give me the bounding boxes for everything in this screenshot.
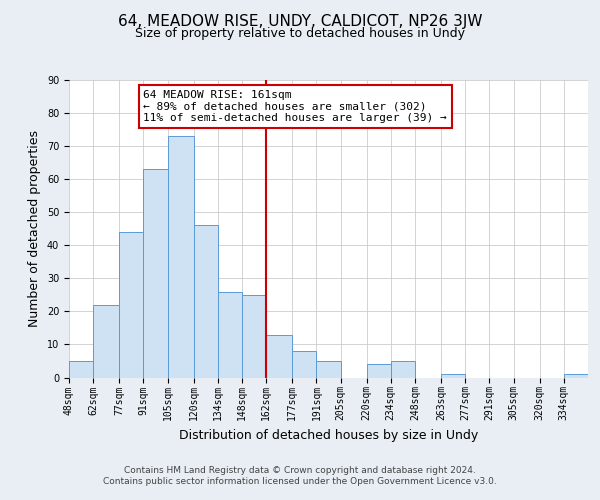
- Text: Contains public sector information licensed under the Open Government Licence v3: Contains public sector information licen…: [103, 478, 497, 486]
- Bar: [119, 232, 143, 378]
- Text: 64 MEADOW RISE: 161sqm
← 89% of detached houses are smaller (302)
11% of semi-de: 64 MEADOW RISE: 161sqm ← 89% of detached…: [143, 90, 447, 123]
- Bar: [194, 226, 218, 378]
- Bar: [167, 136, 194, 378]
- Bar: [316, 361, 341, 378]
- Bar: [93, 305, 119, 378]
- Bar: [218, 292, 242, 378]
- Text: Contains HM Land Registry data © Crown copyright and database right 2024.: Contains HM Land Registry data © Crown c…: [124, 466, 476, 475]
- Bar: [391, 361, 415, 378]
- Bar: [143, 169, 167, 378]
- Text: 64, MEADOW RISE, UNDY, CALDICOT, NP26 3JW: 64, MEADOW RISE, UNDY, CALDICOT, NP26 3J…: [118, 14, 482, 29]
- Bar: [441, 374, 465, 378]
- Bar: [367, 364, 391, 378]
- Bar: [242, 295, 266, 378]
- Text: Size of property relative to detached houses in Undy: Size of property relative to detached ho…: [135, 28, 465, 40]
- Y-axis label: Number of detached properties: Number of detached properties: [28, 130, 41, 327]
- Bar: [266, 334, 292, 378]
- Bar: [292, 351, 316, 378]
- X-axis label: Distribution of detached houses by size in Undy: Distribution of detached houses by size …: [179, 428, 478, 442]
- Bar: [564, 374, 588, 378]
- Bar: [69, 361, 93, 378]
